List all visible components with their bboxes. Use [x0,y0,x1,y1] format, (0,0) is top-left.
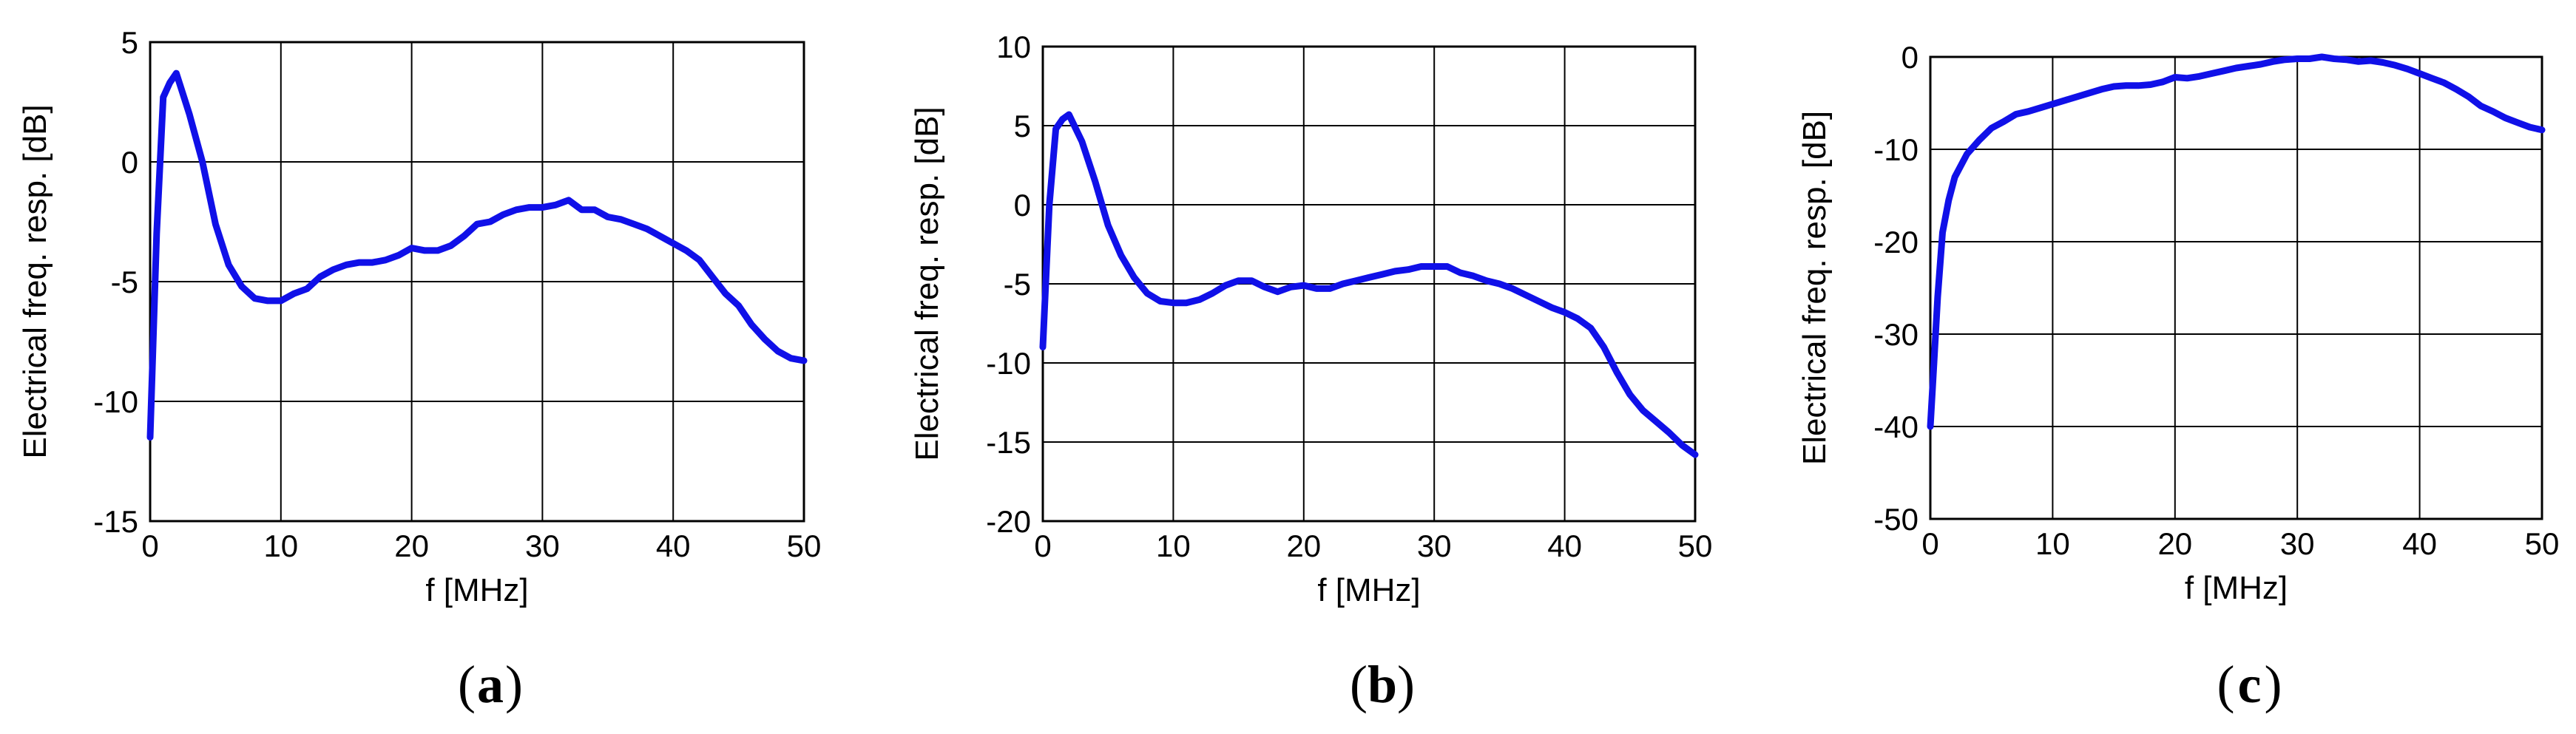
panel-label-b: b [1368,655,1397,714]
y-tick-label-b-0: -20 [986,504,1031,539]
panel-label-a-close-paren: ) [505,655,523,714]
x-tick-label-a-2: 20 [394,529,429,563]
panel-c: 0 10 20 30 40 50 -50 -40 -30 -20 -10 0 f [MHz] Ele… [1796,40,2559,714]
x-tick-label-c-3: 30 [2280,526,2315,561]
y-tick-label-c-0: -50 [1873,502,1919,537]
y-tick-label-b-2: -10 [986,346,1031,381]
x-tick-label-a-1: 10 [263,529,298,563]
x-tick-labels-b: 0 10 20 30 40 50 [1034,529,1712,563]
x-tick-label-b-1: 10 [1156,529,1191,563]
panel-label-a: a [477,655,504,714]
series-line-b [1039,111,1699,458]
x-tick-label-c-5: 50 [2525,526,2560,561]
y-tick-label-c-4: -10 [1873,132,1919,167]
y-tick-label-a-2: -5 [111,265,138,299]
panel-label-c-close-paren: ) [2265,655,2282,714]
x-tick-label-b-3: 30 [1417,529,1452,563]
x-tick-label-b-0: 0 [1034,529,1051,563]
x-tick-label-c-2: 20 [2157,526,2192,561]
x-tick-label-a-5: 50 [787,529,822,563]
y-tick-label-b-6: 10 [996,30,1031,64]
y-tick-labels-c: -50 -40 -30 -20 -10 0 [1873,40,1919,537]
y-tick-label-a-1: -10 [93,384,138,419]
x-tick-label-b-2: 20 [1286,529,1321,563]
y-axis-label-c: Electrical freq. resp. [dB] [1796,111,1833,465]
plot-frame-a [149,41,805,523]
x-tick-label-a-3: 30 [525,529,560,563]
x-tick-label-b-4: 40 [1547,529,1582,563]
y-tick-label-c-5: 0 [1901,40,1919,75]
series-line-a [146,69,808,441]
panel-a: 0 10 20 30 40 50 -15 -10 -5 0 5 f [MHz] Electrica… [17,25,821,714]
y-tick-label-c-2: -30 [1873,317,1919,352]
x-tick-labels-a: 0 10 20 30 40 50 [141,529,821,563]
y-tick-labels-b: -20 -15 -10 -5 0 5 10 [986,30,1031,539]
panel-b: 0 10 20 30 40 50 -20 -15 -10 -5 0 5 10 f [MHz] Elec… [909,30,1712,714]
grid-b [1043,47,1695,521]
y-axis-label-a: Electrical freq. resp. [dB] [17,104,53,458]
y-tick-label-a-4: 5 [121,25,138,60]
panel-label-b-open-paren: ( [1350,655,1368,714]
y-tick-label-b-5: 5 [1014,109,1031,143]
x-axis-label-b: f [MHz] [1317,572,1420,608]
plot-frame-c [1929,55,2543,520]
y-tick-label-a-0: -15 [93,504,138,539]
y-tick-labels-a: -15 -10 -5 0 5 [93,25,138,539]
y-tick-label-b-3: -5 [1004,267,1031,302]
x-tick-label-c-0: 0 [1921,526,1938,561]
y-tick-label-c-1: -40 [1873,410,1919,444]
x-tick-label-b-5: 50 [1678,529,1713,563]
panel-label-a-open-paren: ( [458,655,476,714]
x-tick-label-c-1: 10 [2035,526,2070,561]
panel-label-c: c [2238,655,2262,714]
series-line-c [1927,53,2546,430]
x-axis-label-c: f [MHz] [2185,570,2288,606]
y-tick-label-c-3: -20 [1873,225,1919,259]
y-axis-label-b: Electrical freq. resp. [dB] [909,106,945,461]
x-tick-label-a-4: 40 [656,529,691,563]
x-axis-label-a: f [MHz] [425,572,528,608]
x-tick-label-a-0: 0 [141,529,158,563]
y-tick-label-a-3: 0 [121,145,138,180]
panel-label-b-close-paren: ) [1397,655,1415,714]
grid-a [150,42,804,521]
x-tick-labels-c: 0 10 20 30 40 50 [1921,526,2559,561]
x-tick-label-c-4: 40 [2402,526,2437,561]
y-tick-label-b-4: 0 [1014,188,1031,222]
y-tick-label-b-1: -15 [986,425,1031,460]
grid-c [1930,57,2542,519]
panel-label-c-open-paren: ( [2217,655,2235,714]
